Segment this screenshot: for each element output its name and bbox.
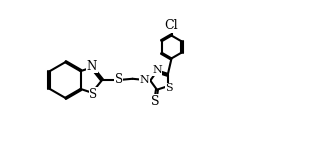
Text: S: S bbox=[151, 95, 160, 108]
Text: N: N bbox=[87, 60, 97, 73]
Text: S: S bbox=[89, 88, 97, 101]
Text: Cl: Cl bbox=[165, 19, 178, 32]
Text: N: N bbox=[152, 65, 162, 75]
Text: N: N bbox=[139, 75, 149, 85]
Text: S: S bbox=[165, 83, 173, 93]
Text: S: S bbox=[114, 73, 123, 86]
